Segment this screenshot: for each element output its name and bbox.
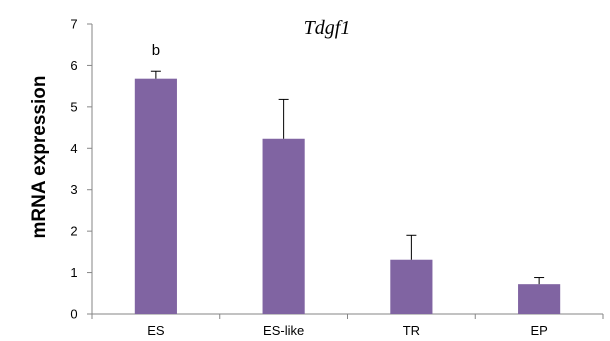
bars xyxy=(134,70,561,314)
tick-labels: 0 1 2 3 4 5 6 7 ES ES-like TR EP b xyxy=(70,17,547,339)
y-tick-label: 4 xyxy=(70,141,77,156)
y-tick-label: 0 xyxy=(70,307,77,322)
x-tick-label: ES-like xyxy=(263,323,304,338)
x-tick-label: ES xyxy=(147,323,165,338)
bar-tr xyxy=(390,259,433,314)
x-tick-label: TR xyxy=(403,323,420,338)
y-tick-label: 3 xyxy=(70,182,77,197)
bar-es xyxy=(134,78,177,314)
y-tick-label: 7 xyxy=(70,17,77,32)
y-tick-label: 6 xyxy=(70,58,77,73)
y-axis-label: mRNA expression xyxy=(29,76,50,239)
axes xyxy=(87,23,604,319)
x-tick-label: EP xyxy=(530,323,547,338)
bar-es-like xyxy=(262,138,305,314)
chart-title: Tdgf1 xyxy=(304,17,351,39)
y-tick-label: 2 xyxy=(70,224,77,239)
significance-annotation: b xyxy=(152,42,160,59)
y-tick-label: 1 xyxy=(70,265,77,280)
y-tick-label: 5 xyxy=(70,99,77,114)
bar-ep xyxy=(518,284,561,314)
